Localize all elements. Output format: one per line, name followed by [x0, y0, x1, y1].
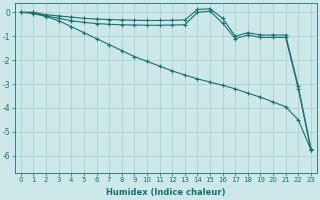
X-axis label: Humidex (Indice chaleur): Humidex (Indice chaleur)	[106, 188, 226, 197]
